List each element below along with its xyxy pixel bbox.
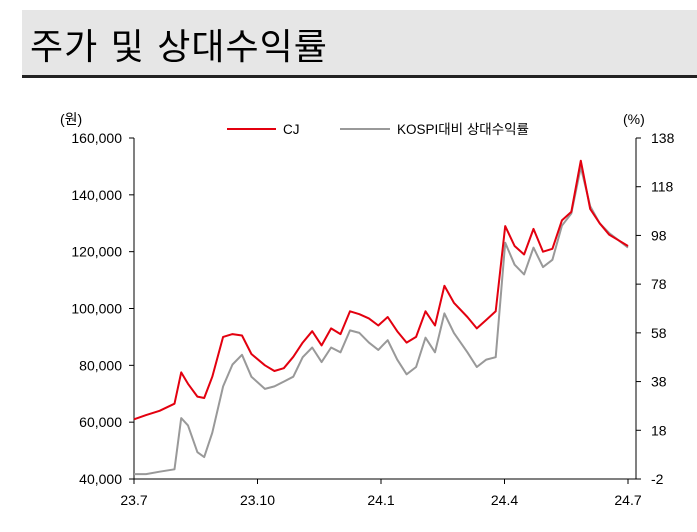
left-tick-label: 140,000 <box>71 187 122 203</box>
right-tick-label: 98 <box>651 227 667 243</box>
title-bar: 주가 및 상대수익률 <box>22 10 697 78</box>
right-tick-label: 58 <box>651 325 667 341</box>
right-tick-label: -2 <box>651 471 664 487</box>
x-tick-label: 24.1 <box>367 492 394 508</box>
left-tick-label: 40,000 <box>79 471 122 487</box>
series-line-cj <box>133 159 629 421</box>
right-tick-label: 38 <box>651 374 667 390</box>
x-tick-label: 24.4 <box>491 492 518 508</box>
x-tick-label: 23.10 <box>240 492 275 508</box>
right-tick-label: 18 <box>651 422 667 438</box>
legend-label-cj: CJ <box>283 122 300 137</box>
legend-label-relative: KOSPI대비 상대수익률 <box>397 122 529 137</box>
right-tick-label: 138 <box>651 130 675 146</box>
right-tick-label: 118 <box>651 179 674 195</box>
left-axis-unit: (원) <box>60 111 82 127</box>
x-tick-label: 24.7 <box>614 492 641 508</box>
left-tick-label: 60,000 <box>79 414 122 430</box>
left-tick-label: 120,000 <box>71 244 122 260</box>
x-tick-label: 23.7 <box>120 492 147 508</box>
left-tick-label: 100,000 <box>71 301 122 317</box>
page-title: 주가 및 상대수익률 <box>30 27 328 68</box>
legend: CJ KOSPI대비 상대수익률 <box>227 122 529 137</box>
series-line-relative-return <box>134 166 629 476</box>
right-tick-label: 78 <box>651 276 667 292</box>
left-tick-label: 160,000 <box>71 130 122 146</box>
right-axis-unit: (%) <box>623 111 645 127</box>
left-tick-label: 80,000 <box>79 357 122 373</box>
